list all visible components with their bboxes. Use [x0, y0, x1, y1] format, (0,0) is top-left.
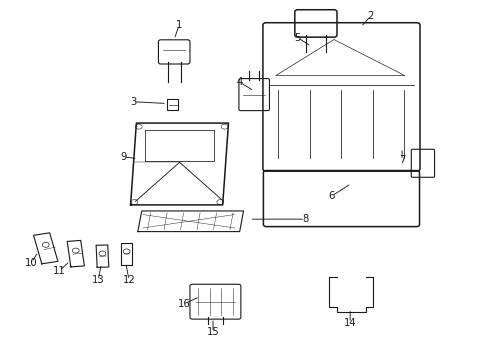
Text: 9: 9	[120, 152, 126, 162]
Text: 5: 5	[294, 33, 301, 43]
Text: 2: 2	[366, 11, 373, 21]
Text: 4: 4	[236, 77, 242, 87]
Bar	[167, 99, 178, 110]
Text: 3: 3	[130, 97, 136, 107]
Text: 10: 10	[25, 257, 38, 267]
Text: 11: 11	[53, 266, 65, 276]
Text: 6: 6	[328, 191, 334, 201]
Text: 7: 7	[398, 156, 405, 166]
Text: 1: 1	[176, 20, 182, 30]
Text: 8: 8	[302, 214, 307, 224]
Text: 15: 15	[206, 327, 219, 337]
Text: 12: 12	[122, 275, 135, 285]
Text: 14: 14	[343, 318, 356, 328]
Text: 16: 16	[177, 299, 190, 309]
Text: 13: 13	[92, 275, 104, 285]
